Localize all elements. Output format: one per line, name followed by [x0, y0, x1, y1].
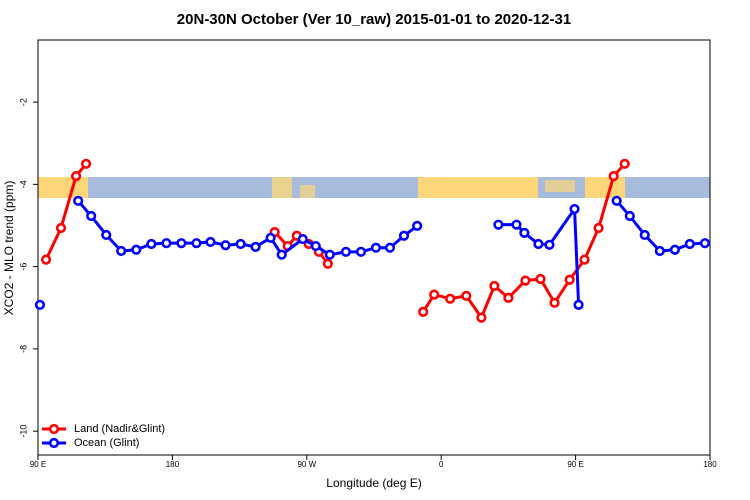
data-point: [55, 222, 67, 234]
data-point: [533, 238, 544, 250]
data-point: [322, 258, 333, 269]
x-tick-label: 90 E: [567, 460, 583, 469]
data-point: [131, 244, 142, 255]
data-point: [398, 230, 410, 241]
data-point: [86, 210, 97, 222]
legend-marker: [48, 437, 60, 449]
data-point: [220, 240, 231, 251]
data-point: [101, 229, 112, 241]
y-tick-label: -10: [18, 425, 28, 438]
data-point: [412, 220, 423, 232]
legend-marker: [48, 423, 60, 435]
data-point: [579, 254, 590, 265]
data-point: [669, 244, 681, 255]
data-point: [624, 210, 635, 222]
map-strip: [38, 177, 710, 198]
data-point: [146, 238, 157, 250]
data-point: [191, 238, 202, 249]
data-point: [511, 219, 522, 230]
data-point: [593, 222, 604, 234]
y-axis-label: XCO2 - MLO trend (ppm): [2, 181, 16, 316]
data-point: [429, 289, 440, 300]
data-point: [684, 238, 695, 250]
data-point: [445, 293, 456, 304]
data-point: [654, 245, 665, 257]
data-point: [340, 246, 352, 257]
legend-label: Land (Nadir&Glint): [74, 423, 165, 435]
data-point: [619, 158, 630, 169]
data-point: [569, 203, 580, 215]
data-point: [324, 249, 335, 260]
y-tick-label: -6: [18, 263, 28, 271]
data-point: [310, 240, 321, 252]
data-point: [535, 273, 546, 285]
data-point: [639, 229, 650, 241]
data-point: [549, 297, 560, 308]
y-tick-label: -4: [18, 180, 28, 188]
data-point: [608, 171, 619, 182]
data-point: [418, 306, 429, 317]
data-point: [205, 236, 216, 248]
data-point: [73, 195, 84, 206]
data-point: [297, 233, 308, 245]
data-point: [544, 239, 555, 250]
data-point: [573, 299, 584, 310]
legend-label: Ocean (Glint): [74, 437, 139, 449]
data-point: [611, 195, 622, 206]
x-axis-label: Longitude (deg E): [326, 476, 421, 490]
data-point: [370, 242, 382, 253]
data-point: [564, 274, 575, 285]
x-tick-label: 180: [703, 460, 717, 469]
data-point: [34, 299, 46, 310]
data-point: [384, 242, 396, 253]
x-tick-label: 180: [166, 460, 180, 469]
data-point: [40, 254, 52, 265]
data-point: [355, 246, 367, 257]
data-point: [176, 238, 187, 249]
y-tick-label: -2: [18, 98, 28, 106]
data-point: [70, 171, 82, 182]
plot-frame: [37, 39, 711, 456]
data-point: [250, 241, 261, 252]
data-point: [520, 275, 531, 286]
data-point: [503, 292, 514, 303]
data-point: [235, 238, 246, 250]
series-line: [77, 199, 706, 305]
data-point: [476, 312, 487, 323]
data-point: [80, 158, 92, 169]
data-point: [519, 227, 530, 238]
data-point: [161, 238, 172, 249]
x-tick-label: 90 W: [297, 460, 316, 469]
x-tick-label: 90 E: [30, 460, 46, 469]
data-point: [461, 290, 472, 301]
data-point: [265, 232, 276, 243]
data-point: [276, 249, 287, 260]
x-tick-label: 0: [439, 460, 444, 469]
chart-title: 20N-30N October (Ver 10_raw) 2015-01-01 …: [177, 11, 571, 28]
data-point: [699, 238, 711, 249]
y-tick-label: -8: [18, 345, 28, 353]
data-point: [493, 219, 504, 230]
data-point: [116, 245, 127, 257]
data-point: [489, 280, 500, 292]
